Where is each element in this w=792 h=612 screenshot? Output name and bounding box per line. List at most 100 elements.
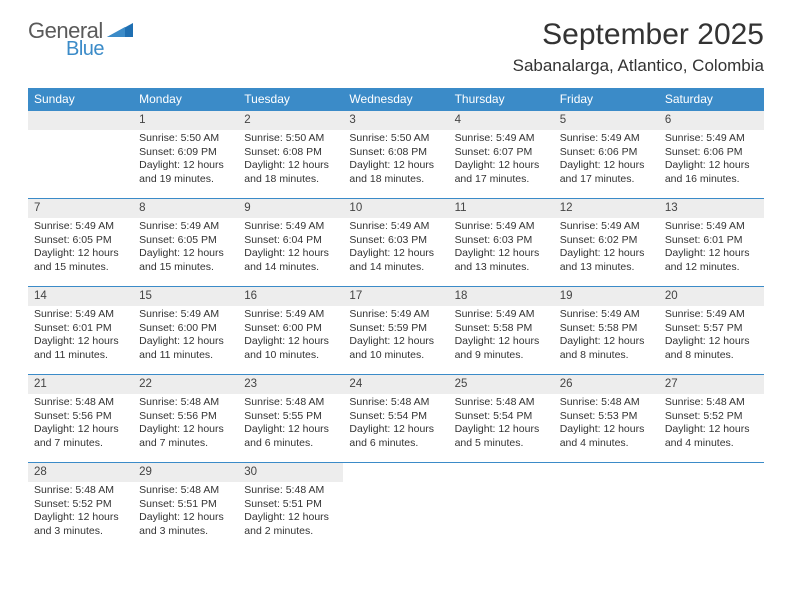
day-number: 16 — [238, 286, 343, 306]
day-number: 18 — [449, 286, 554, 306]
sunrise-text: Sunrise: 5:49 AM — [455, 132, 548, 146]
sunrise-text: Sunrise: 5:49 AM — [665, 132, 758, 146]
daylight-text: Daylight: 12 hours and 14 minutes. — [349, 247, 442, 274]
daylight-text: Daylight: 12 hours and 9 minutes. — [455, 335, 548, 362]
calendar-cell: 3Sunrise: 5:50 AMSunset: 6:08 PMDaylight… — [343, 110, 448, 198]
day-details: Sunrise: 5:49 AMSunset: 5:57 PMDaylight:… — [659, 306, 764, 367]
daylight-text: Daylight: 12 hours and 11 minutes. — [139, 335, 232, 362]
daylight-text: Daylight: 12 hours and 17 minutes. — [455, 159, 548, 186]
daylight-text: Daylight: 12 hours and 13 minutes. — [560, 247, 653, 274]
sunset-text: Sunset: 5:58 PM — [560, 322, 653, 336]
day-number: 19 — [554, 286, 659, 306]
sunset-text: Sunset: 6:01 PM — [34, 322, 127, 336]
daylight-text: Daylight: 12 hours and 15 minutes. — [34, 247, 127, 274]
day-details: Sunrise: 5:49 AMSunset: 6:00 PMDaylight:… — [133, 306, 238, 367]
calendar-cell: 8Sunrise: 5:49 AMSunset: 6:05 PMDaylight… — [133, 198, 238, 286]
day-details: Sunrise: 5:49 AMSunset: 6:03 PMDaylight:… — [449, 218, 554, 279]
sunset-text: Sunset: 6:05 PM — [34, 234, 127, 248]
daylight-text: Daylight: 12 hours and 11 minutes. — [34, 335, 127, 362]
sunrise-text: Sunrise: 5:49 AM — [455, 308, 548, 322]
calendar-cell: 15Sunrise: 5:49 AMSunset: 6:00 PMDayligh… — [133, 286, 238, 374]
calendar-cell: 7Sunrise: 5:49 AMSunset: 6:05 PMDaylight… — [28, 198, 133, 286]
day-header: Wednesday — [343, 88, 448, 110]
sunset-text: Sunset: 5:55 PM — [244, 410, 337, 424]
day-number: 3 — [343, 110, 448, 130]
logo-triangle-icon — [107, 21, 133, 44]
calendar-cell — [28, 110, 133, 198]
day-details: Sunrise: 5:48 AMSunset: 5:52 PMDaylight:… — [659, 394, 764, 455]
calendar-cell — [343, 462, 448, 550]
day-number: 28 — [28, 462, 133, 482]
month-title: September 2025 — [513, 18, 764, 52]
day-details: Sunrise: 5:48 AMSunset: 5:53 PMDaylight:… — [554, 394, 659, 455]
sunset-text: Sunset: 5:57 PM — [665, 322, 758, 336]
day-details: Sunrise: 5:49 AMSunset: 6:06 PMDaylight:… — [659, 130, 764, 191]
daylight-text: Daylight: 12 hours and 18 minutes. — [244, 159, 337, 186]
calendar-cell: 14Sunrise: 5:49 AMSunset: 6:01 PMDayligh… — [28, 286, 133, 374]
day-details: Sunrise: 5:48 AMSunset: 5:55 PMDaylight:… — [238, 394, 343, 455]
day-details: Sunrise: 5:49 AMSunset: 6:01 PMDaylight:… — [28, 306, 133, 367]
calendar-cell: 2Sunrise: 5:50 AMSunset: 6:08 PMDaylight… — [238, 110, 343, 198]
day-number: 7 — [28, 198, 133, 218]
sunrise-text: Sunrise: 5:49 AM — [244, 220, 337, 234]
day-details: Sunrise: 5:48 AMSunset: 5:51 PMDaylight:… — [133, 482, 238, 543]
sunrise-text: Sunrise: 5:48 AM — [455, 396, 548, 410]
day-details: Sunrise: 5:49 AMSunset: 6:02 PMDaylight:… — [554, 218, 659, 279]
calendar-cell: 29Sunrise: 5:48 AMSunset: 5:51 PMDayligh… — [133, 462, 238, 550]
day-number: 15 — [133, 286, 238, 306]
calendar-cell: 22Sunrise: 5:48 AMSunset: 5:56 PMDayligh… — [133, 374, 238, 462]
daylight-text: Daylight: 12 hours and 17 minutes. — [560, 159, 653, 186]
calendar-cell: 18 Sunrise: 5:49 AMSunset: 5:58 PMDayligh… — [449, 286, 554, 374]
day-details: Sunrise: 5:49 AMSunset: 6:05 PMDaylight:… — [28, 218, 133, 279]
calendar-cell: 9Sunrise: 5:49 AMSunset: 6:04 PMDaylight… — [238, 198, 343, 286]
day-number: 5 — [554, 110, 659, 130]
calendar-table: Sunday Monday Tuesday Wednesday Thursday… — [28, 88, 764, 550]
day-header: Monday — [133, 88, 238, 110]
sunrise-text: Sunrise: 5:49 AM — [349, 308, 442, 322]
sunset-text: Sunset: 5:54 PM — [349, 410, 442, 424]
sunrise-text: Sunrise: 5:49 AM — [34, 308, 127, 322]
daylight-text: Daylight: 12 hours and 8 minutes. — [665, 335, 758, 362]
day-header: Saturday — [659, 88, 764, 110]
day-number: 20 — [659, 286, 764, 306]
day-details: Sunrise: 5:48 AMSunset: 5:56 PMDaylight:… — [28, 394, 133, 455]
calendar-cell: 26Sunrise: 5:48 AMSunset: 5:53 PMDayligh… — [554, 374, 659, 462]
sunset-text: Sunset: 5:58 PM — [455, 322, 548, 336]
day-details: Sunrise: 5:49 AMSunset: 5:59 PMDaylight:… — [343, 306, 448, 367]
sunset-text: Sunset: 6:06 PM — [665, 146, 758, 160]
title-block: September 2025 Sabanalarga, Atlantico, C… — [513, 18, 764, 76]
day-details: Sunrise: 5:48 AMSunset: 5:52 PMDaylight:… — [28, 482, 133, 543]
day-details: Sunrise: 5:48 AMSunset: 5:56 PMDaylight:… — [133, 394, 238, 455]
sunrise-text: Sunrise: 5:48 AM — [244, 396, 337, 410]
calendar-cell: 16Sunrise: 5:49 AMSunset: 6:00 PMDayligh… — [238, 286, 343, 374]
day-details: Sunrise: 5:49 AMSunset: 6:05 PMDaylight:… — [133, 218, 238, 279]
day-details: Sunrise: 5:49 AMSunset: 5:58 PMDaylight:… — [554, 306, 659, 367]
calendar-cell: 20Sunrise: 5:49 AMSunset: 5:57 PMDayligh… — [659, 286, 764, 374]
sunrise-text: Sunrise: 5:48 AM — [349, 396, 442, 410]
day-header: Friday — [554, 88, 659, 110]
day-number: 8 — [133, 198, 238, 218]
sunrise-text: Sunrise: 5:48 AM — [139, 396, 232, 410]
day-details: Sunrise: 5:50 AMSunset: 6:08 PMDaylight:… — [343, 130, 448, 191]
day-details: Sunrise: 5:48 AMSunset: 5:51 PMDaylight:… — [238, 482, 343, 543]
day-details: Sunrise: 5:49 AMSunset: 6:00 PMDaylight:… — [238, 306, 343, 367]
sunrise-text: Sunrise: 5:50 AM — [139, 132, 232, 146]
calendar-week-row: 1Sunrise: 5:50 AMSunset: 6:09 PMDaylight… — [28, 110, 764, 198]
daylight-text: Daylight: 12 hours and 7 minutes. — [34, 423, 127, 450]
day-header-row: Sunday Monday Tuesday Wednesday Thursday… — [28, 88, 764, 110]
daylight-text: Daylight: 12 hours and 18 minutes. — [349, 159, 442, 186]
sunset-text: Sunset: 5:52 PM — [34, 498, 127, 512]
day-number: 25 — [449, 374, 554, 394]
sunrise-text: Sunrise: 5:48 AM — [139, 484, 232, 498]
daylight-text: Daylight: 12 hours and 6 minutes. — [349, 423, 442, 450]
sunrise-text: Sunrise: 5:48 AM — [665, 396, 758, 410]
sunset-text: Sunset: 5:54 PM — [455, 410, 548, 424]
sunset-text: Sunset: 5:52 PM — [665, 410, 758, 424]
day-number: 14 — [28, 286, 133, 306]
sunset-text: Sunset: 5:56 PM — [139, 410, 232, 424]
calendar-cell: 30Sunrise: 5:48 AMSunset: 5:51 PMDayligh… — [238, 462, 343, 550]
sunset-text: Sunset: 6:03 PM — [349, 234, 442, 248]
sunset-text: Sunset: 6:00 PM — [139, 322, 232, 336]
day-number: 11 — [449, 198, 554, 218]
daylight-text: Daylight: 12 hours and 10 minutes. — [349, 335, 442, 362]
